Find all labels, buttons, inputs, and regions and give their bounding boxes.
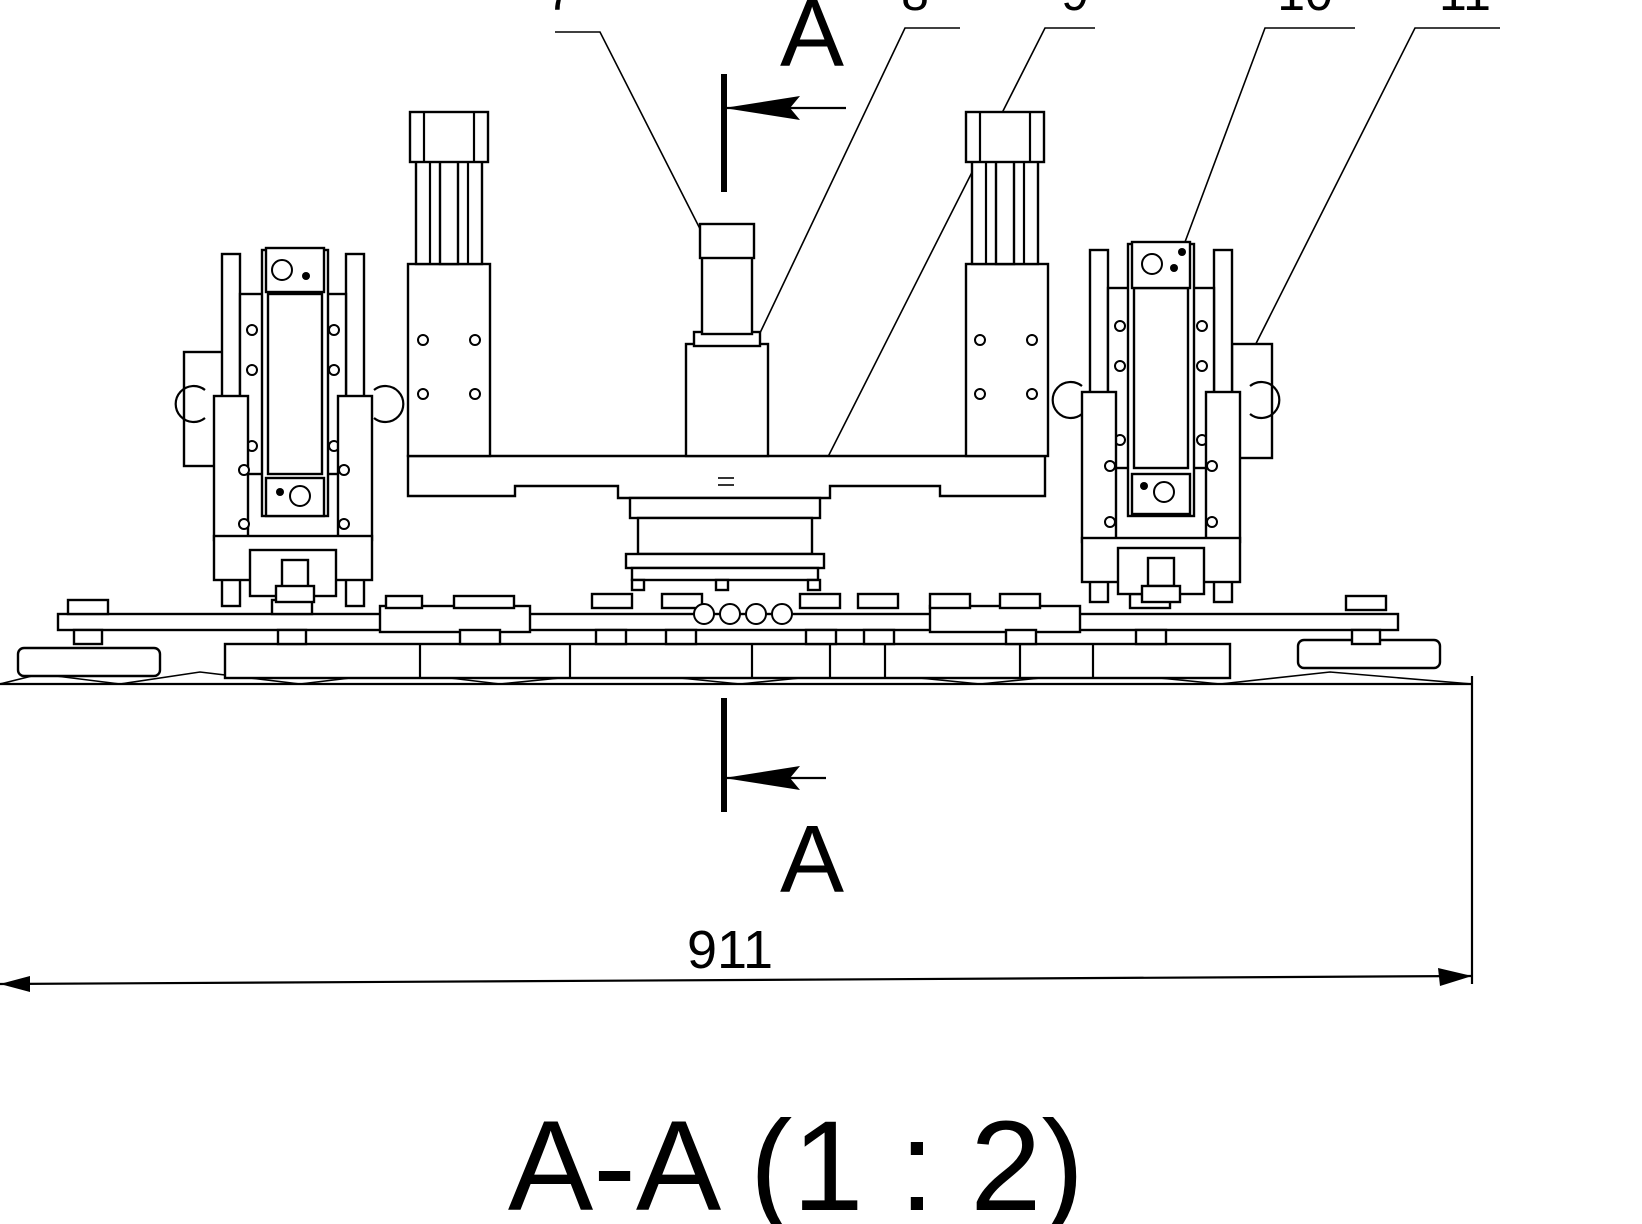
part-label-10: 10 bbox=[1178, 0, 1355, 256]
frame-rail bbox=[56, 592, 1400, 646]
section-mark-top: A bbox=[721, 0, 846, 192]
svg-text:7: 7 bbox=[546, 0, 574, 21]
right-guide-cylinder bbox=[964, 110, 1050, 458]
part-label-8: 8 bbox=[736, 0, 960, 380]
central-cylinder bbox=[684, 222, 770, 458]
left-guide-cylinder bbox=[406, 110, 492, 458]
svg-text:11: 11 bbox=[1439, 0, 1491, 21]
svg-text:A-A (1 : 2): A-A (1 : 2) bbox=[508, 1095, 1084, 1224]
vacuum-pad-row bbox=[16, 638, 1442, 680]
svg-text:9: 9 bbox=[1061, 0, 1089, 21]
right-clamp-unit bbox=[1051, 240, 1281, 604]
svg-text:A: A bbox=[780, 0, 844, 87]
center-fasteners bbox=[693, 603, 793, 625]
svg-text:911: 911 bbox=[687, 920, 773, 980]
view-title: A-A (1 : 2) bbox=[508, 1095, 1084, 1224]
svg-text:10: 10 bbox=[1277, 0, 1333, 21]
suction-hub bbox=[624, 496, 826, 592]
bridge-beam bbox=[406, 454, 1047, 500]
svg-text:A: A bbox=[780, 806, 844, 913]
dimension-overall-width: 911 bbox=[0, 920, 1473, 992]
section-mark-bottom: A bbox=[721, 698, 844, 913]
svg-text:8: 8 bbox=[901, 0, 929, 21]
left-clamp-unit bbox=[174, 246, 405, 608]
